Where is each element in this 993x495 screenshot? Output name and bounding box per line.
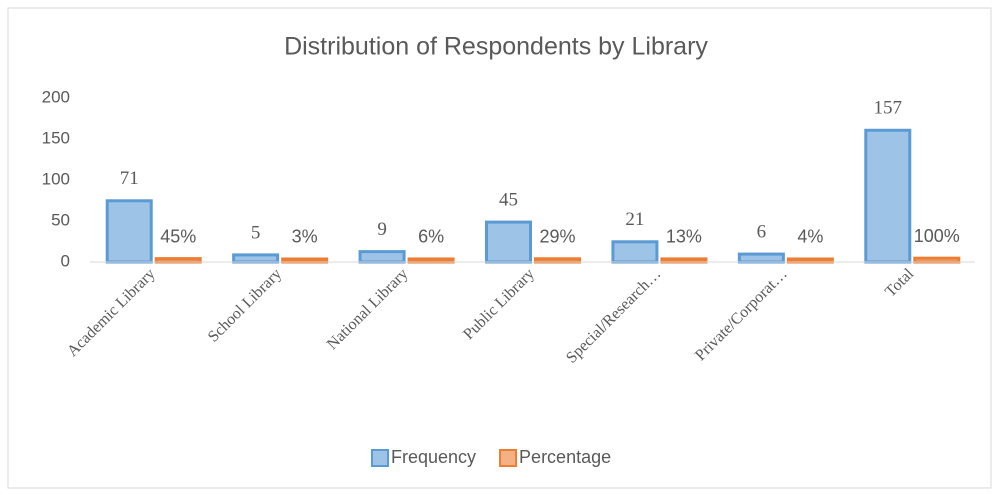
data-label: 45 <box>499 189 518 210</box>
y-tick-label: 50 <box>51 210 70 229</box>
data-label: 71 <box>120 168 139 189</box>
data-label: 100% <box>914 226 960 246</box>
data-label: 6 <box>757 221 767 242</box>
data-label: 3% <box>292 227 318 247</box>
data-label: 21 <box>625 209 644 230</box>
legend-label: Percentage <box>519 447 611 467</box>
legend-label: Frequency <box>391 447 476 467</box>
legend-swatch <box>371 449 389 467</box>
bar <box>358 250 406 264</box>
y-tick-label: 200 <box>42 87 70 106</box>
bar <box>864 128 912 264</box>
data-label: 5 <box>251 222 261 243</box>
bar <box>485 220 532 264</box>
y-tick-label: 150 <box>42 128 70 147</box>
bar <box>737 252 785 264</box>
data-label: 4% <box>797 227 823 247</box>
data-label: 45% <box>160 226 196 246</box>
bar <box>611 240 659 264</box>
data-label: 6% <box>418 227 444 247</box>
bar <box>154 257 202 264</box>
data-label: 13% <box>666 227 702 247</box>
chart-title: Distribution of Respondents by Library <box>284 33 708 61</box>
bar <box>105 199 153 264</box>
legend-swatch <box>499 449 518 467</box>
bar <box>232 253 280 264</box>
data-label: 157 <box>874 98 903 119</box>
data-label: 9 <box>377 219 387 240</box>
bar <box>913 256 961 264</box>
y-tick-label: 0 <box>61 251 70 270</box>
y-tick-label: 100 <box>42 169 70 188</box>
data-label: 29% <box>539 227 575 247</box>
